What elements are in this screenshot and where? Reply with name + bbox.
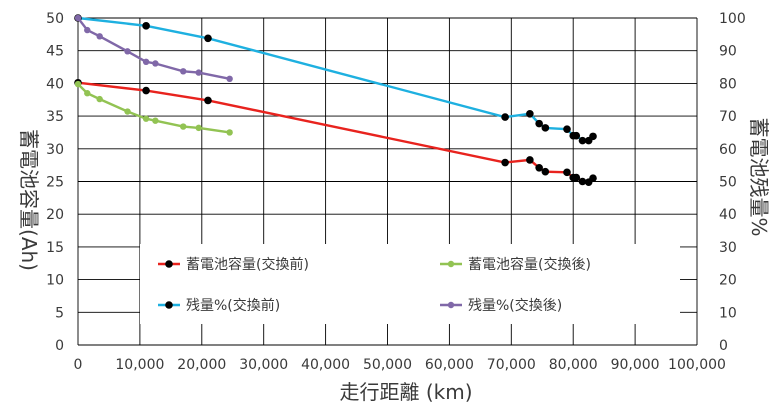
data-point-remaining-before: [501, 113, 509, 121]
data-point-remaining-after: [84, 26, 91, 34]
y-left-tick-label: 0: [55, 338, 64, 354]
y-right-tick-label: 70: [719, 109, 737, 125]
y-right-tick-label: 60: [719, 142, 737, 158]
data-point-remaining-before: [535, 119, 543, 128]
legend-marker-capacity-after: [447, 260, 455, 268]
y-left-tick-label: 25: [46, 175, 64, 191]
y-left-tick-label: 15: [46, 240, 64, 256]
series-line-capacity-before: [77, 81, 594, 184]
data-point-capacity-before: [589, 174, 597, 183]
x-axis-title: 走行距離 (km): [339, 380, 472, 404]
y-right-tick-label: 90: [719, 44, 737, 60]
y-axis-left-title: 蓄電池容量(Ah): [17, 129, 41, 271]
data-point-remaining-after: [74, 14, 82, 22]
data-point-capacity-before: [578, 177, 587, 186]
data-point-remaining-after: [152, 60, 159, 67]
data-point-capacity-after: [74, 80, 82, 88]
data-point-capacity-before: [541, 167, 550, 176]
data-point-capacity-before: [526, 156, 534, 164]
data-point-capacity-before: [572, 173, 581, 182]
y-axis-right-title: 蓄電池残量%: [747, 117, 771, 236]
y-right-tick-label: 100: [719, 11, 746, 27]
x-tick-label: 40,000: [301, 357, 350, 373]
y-right-tick-label: 30: [719, 240, 737, 256]
y-right-tick-label: 20: [719, 273, 737, 289]
y-left-tick-label: 30: [46, 142, 64, 158]
data-point-remaining-before: [578, 136, 587, 145]
y-left-tick-label: 45: [46, 44, 64, 60]
data-point-remaining-after: [96, 33, 103, 40]
data-point-capacity-after: [142, 115, 150, 122]
legend-marker-capacity-before: [165, 260, 173, 268]
data-point-capacity-after: [195, 124, 202, 132]
x-tick-label: 90,000: [611, 357, 660, 373]
y-left-tick-label: 10: [46, 273, 64, 289]
x-tick-label: 80,000: [549, 357, 598, 373]
data-point-capacity-before: [535, 163, 543, 172]
x-tick-label: 30,000: [239, 357, 288, 373]
y-left-tick-label: 50: [46, 11, 64, 27]
data-point-capacity-after: [96, 95, 103, 103]
data-point-capacity-after: [180, 123, 187, 130]
x-tick-label: 0: [74, 357, 83, 373]
data-point-remaining-before: [142, 22, 150, 30]
y-right-tick-label: 40: [719, 207, 737, 223]
data-point-remaining-before: [541, 124, 550, 132]
data-point-capacity-before: [501, 158, 509, 167]
legend-label-capacity-after: 蓄電池容量(交換後): [468, 256, 591, 273]
data-point-remaining-before: [204, 34, 212, 43]
data-point-capacity-after: [84, 90, 91, 97]
data-point-capacity-before: [142, 86, 150, 95]
legend-box: [140, 244, 680, 324]
data-point-capacity-after: [226, 129, 233, 136]
legend-marker-remaining-before: [165, 301, 173, 309]
data-point-remaining-after: [226, 75, 233, 83]
y-right-tick-label: 0: [719, 338, 728, 354]
x-tick-label: 50,000: [363, 357, 412, 373]
data-point-remaining-after: [124, 48, 131, 55]
x-tick-label: 10,000: [115, 357, 164, 373]
x-tick-label: 20,000: [177, 357, 226, 373]
data-point-capacity-before: [204, 96, 212, 105]
data-point-remaining-before: [563, 125, 571, 133]
data-point-remaining-before: [589, 132, 597, 141]
data-point-capacity-after: [152, 117, 159, 124]
y-right-tick-label: 80: [719, 76, 737, 92]
legend-label-remaining-before: 残量%(交換前): [186, 297, 280, 314]
legend-label-remaining-after: 残量%(交換後): [468, 297, 562, 314]
legend-marker-remaining-after: [447, 301, 455, 309]
legend: 蓄電池容量(交換前) 蓄電池容量(交換後) 残量%(交換前) 残量%(交換後): [158, 256, 591, 314]
x-tick-label: 100,000: [668, 357, 726, 373]
y-left-tick-label: 35: [46, 109, 64, 125]
y-left-tick-label: 5: [55, 305, 64, 321]
y-right-tick-label: 10: [719, 305, 737, 321]
series-layer: [74, 14, 597, 186]
tick-labels: 0 5 10 15 20 25 30 35 40 45 50 0 10 20 30 40 50 60 70 80 90 1…: [46, 11, 746, 373]
data-point-remaining-before: [572, 131, 581, 140]
data-point-remaining-before: [526, 110, 534, 118]
data-point-capacity-after: [124, 108, 131, 115]
x-tick-label: 60,000: [425, 357, 474, 373]
data-point-remaining-after: [142, 58, 150, 66]
legend-label-capacity-before: 蓄電池容量(交換前): [186, 256, 309, 273]
data-point-remaining-after: [180, 68, 187, 75]
data-point-capacity-before: [563, 168, 571, 177]
y-right-tick-label: 50: [719, 175, 737, 191]
x-tick-label: 70,000: [487, 357, 536, 373]
y-left-tick-label: 20: [46, 207, 64, 223]
data-point-remaining-after: [195, 69, 202, 76]
y-left-tick-label: 40: [46, 76, 64, 92]
